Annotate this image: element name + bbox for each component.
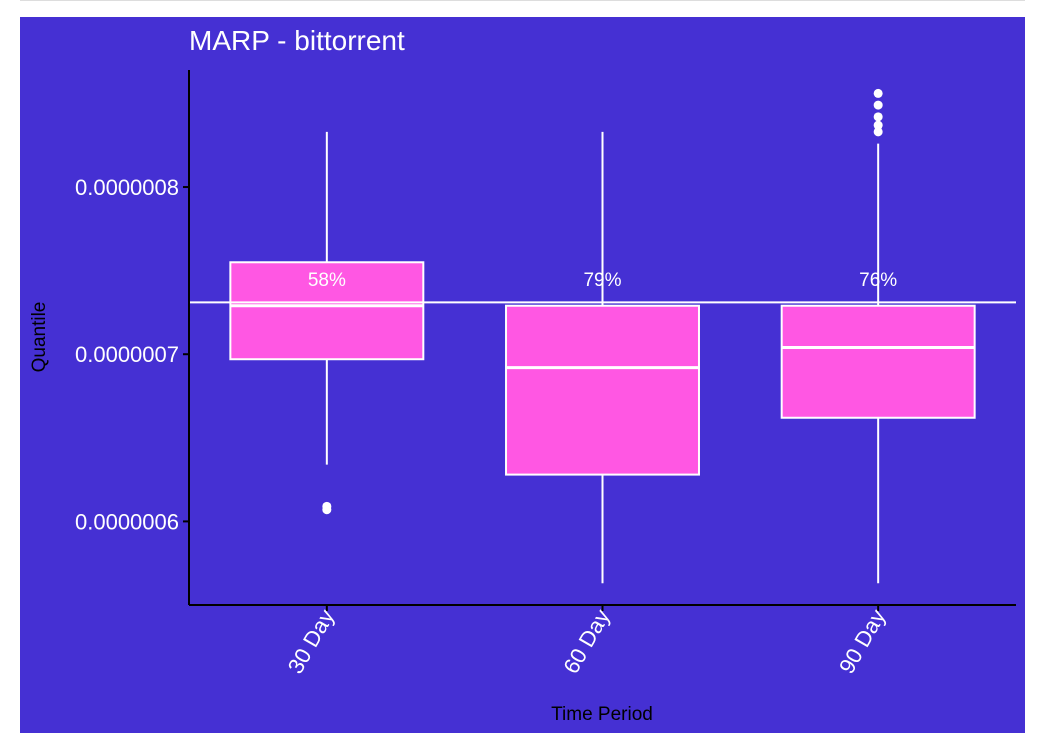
- outlier-point: [873, 120, 883, 130]
- box: [229, 261, 425, 361]
- outlier-point: [322, 501, 332, 511]
- box-group-1: [229, 131, 425, 515]
- x-axis-label: Time Period: [551, 704, 653, 725]
- percentage-label: 76%: [859, 270, 897, 291]
- chart-title: MARP - bittorrent: [189, 25, 405, 56]
- outlier-point: [873, 88, 883, 98]
- box-group-3: [780, 88, 976, 584]
- outlier-point: [873, 127, 883, 137]
- percentage-label: 79%: [583, 270, 621, 291]
- y-tick-label: 0.0000007: [75, 342, 179, 367]
- outlier-point: [873, 100, 883, 110]
- box: [780, 304, 976, 419]
- plot-area: 58% 79% 76%: [189, 88, 1016, 584]
- y-tick-label: 0.0000006: [75, 509, 179, 534]
- percentage-label: 58%: [308, 270, 346, 291]
- y-tick-label: 0.0000008: [75, 175, 179, 200]
- box-group-2: [505, 131, 700, 584]
- top-border-line: [20, 0, 1025, 1]
- y-axis-label: Quantile: [29, 302, 50, 373]
- outlier-point: [873, 112, 883, 122]
- box: [505, 304, 700, 476]
